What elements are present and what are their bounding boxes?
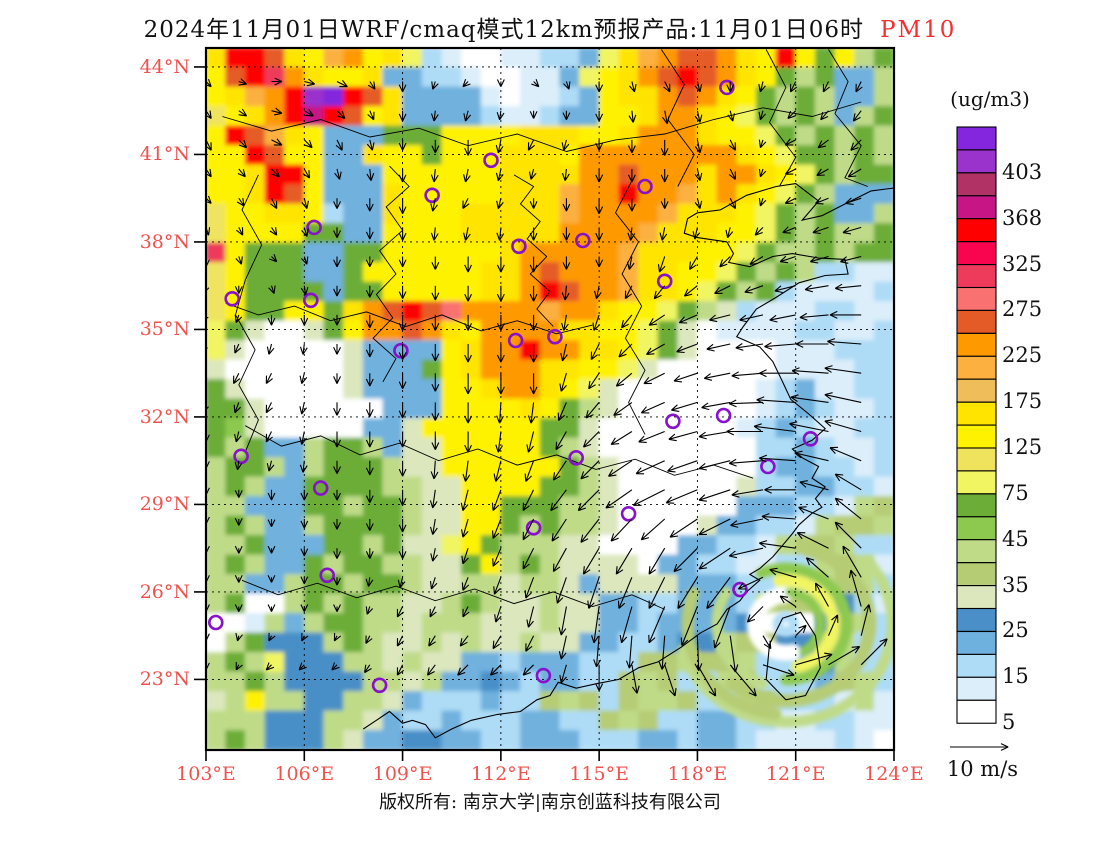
x-axis-label: 103°E <box>176 763 236 785</box>
province-boundaries <box>222 49 894 739</box>
x-axis-label: 118°E <box>667 763 728 785</box>
colorbar-label: 5 <box>1002 710 1016 735</box>
latlon-gridlines <box>206 48 894 750</box>
page-title: 2024年11月01日WRF/cmaq模式12km预报产品:11月01日06时 P… <box>0 10 1100 44</box>
colorbar-label: 403 <box>1002 159 1043 184</box>
y-axis-label: 32°N <box>139 405 190 428</box>
x-axis-label: 121°E <box>765 763 826 785</box>
x-axis-label: 106°E <box>274 763 335 785</box>
colorbar-label: 368 <box>1002 205 1043 230</box>
colorbar-label: 275 <box>1002 297 1043 322</box>
map-frame <box>204 46 896 752</box>
colorbar-label: 35 <box>1002 572 1029 597</box>
y-axis-label: 41°N <box>139 143 190 166</box>
title-text: 2024年11月01日WRF/cmaq模式12km预报产品:11月01日06时 <box>143 17 865 43</box>
colorbar-label: 75 <box>1002 480 1029 505</box>
wind-vectors <box>206 77 888 697</box>
y-axis-label: 35°N <box>139 318 190 341</box>
x-axis-label: 124°E <box>864 763 924 785</box>
copyright-text: 版权所有: 南京大学|南京创蓝科技有限公司 <box>379 792 721 813</box>
y-axis-label: 26°N <box>139 580 190 603</box>
colorbar-label: 15 <box>1002 664 1029 689</box>
x-axis-label: 112°E <box>471 763 531 785</box>
wind-reference-arrow <box>950 743 1009 751</box>
y-axis-label: 38°N <box>139 230 190 253</box>
y-axis-label: 23°N <box>139 668 190 691</box>
y-axis-label: 29°N <box>139 493 190 516</box>
x-axis-label: 115°E <box>569 763 629 785</box>
colorbar-label: 125 <box>1002 435 1043 460</box>
colorbar-boxes <box>956 126 997 724</box>
colorbar-label: 325 <box>1002 251 1043 276</box>
pm10-field-grid <box>206 48 894 750</box>
colorbar-label: 45 <box>1002 526 1029 551</box>
wind-ref-label: 10 m/s <box>946 757 1019 781</box>
y-axis-label: 44°N <box>139 55 190 78</box>
colorbar-units: (ug/m3) <box>950 87 1030 111</box>
colorbar-label: 25 <box>1002 618 1029 643</box>
x-axis-label: 109°E <box>372 763 433 785</box>
city-markers <box>208 79 819 694</box>
title-pollutant-badge: PM10 <box>880 17 957 43</box>
colorbar-label: 225 <box>1002 343 1043 368</box>
axis-ticks <box>194 66 895 761</box>
colorbar-label: 175 <box>1002 389 1043 414</box>
